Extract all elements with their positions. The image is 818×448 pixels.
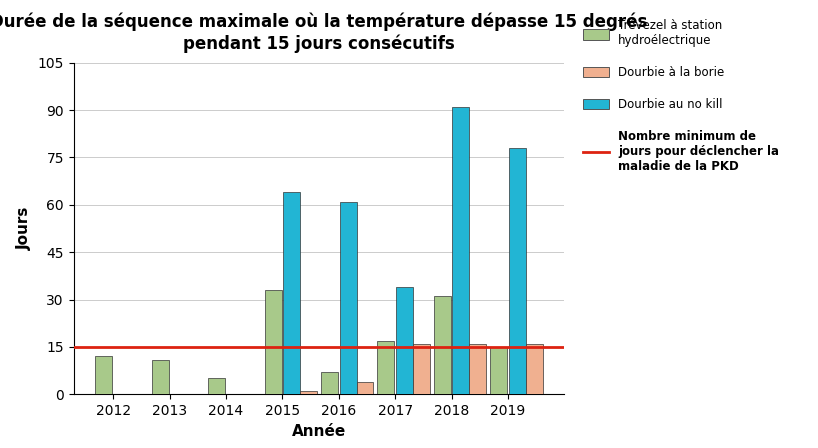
Bar [321, 372, 338, 394]
Bar [96, 356, 112, 394]
Bar [413, 344, 430, 394]
Bar [208, 379, 225, 394]
X-axis label: Année: Année [292, 423, 346, 439]
Bar [339, 202, 357, 394]
Title: Durée de la séquence maximale où la température dépasse 15 degrés
pendant 15 jou: Durée de la séquence maximale où la temp… [0, 13, 648, 53]
Bar [434, 297, 451, 394]
Bar [264, 290, 281, 394]
Bar [452, 107, 470, 394]
Bar [152, 359, 169, 394]
Bar [300, 391, 317, 394]
Bar [396, 287, 413, 394]
Bar [526, 344, 542, 394]
Bar [377, 340, 394, 394]
Bar [283, 192, 300, 394]
Legend: Trévezel à station
hydroélectrique, Dourbie à la borie, Dourbie au no kill, Nomb: Trévezel à station hydroélectrique, Dour… [582, 19, 779, 173]
Bar [509, 148, 526, 394]
Bar [490, 347, 507, 394]
Bar [470, 344, 486, 394]
Y-axis label: Jours: Jours [17, 207, 32, 250]
Bar [357, 382, 374, 394]
